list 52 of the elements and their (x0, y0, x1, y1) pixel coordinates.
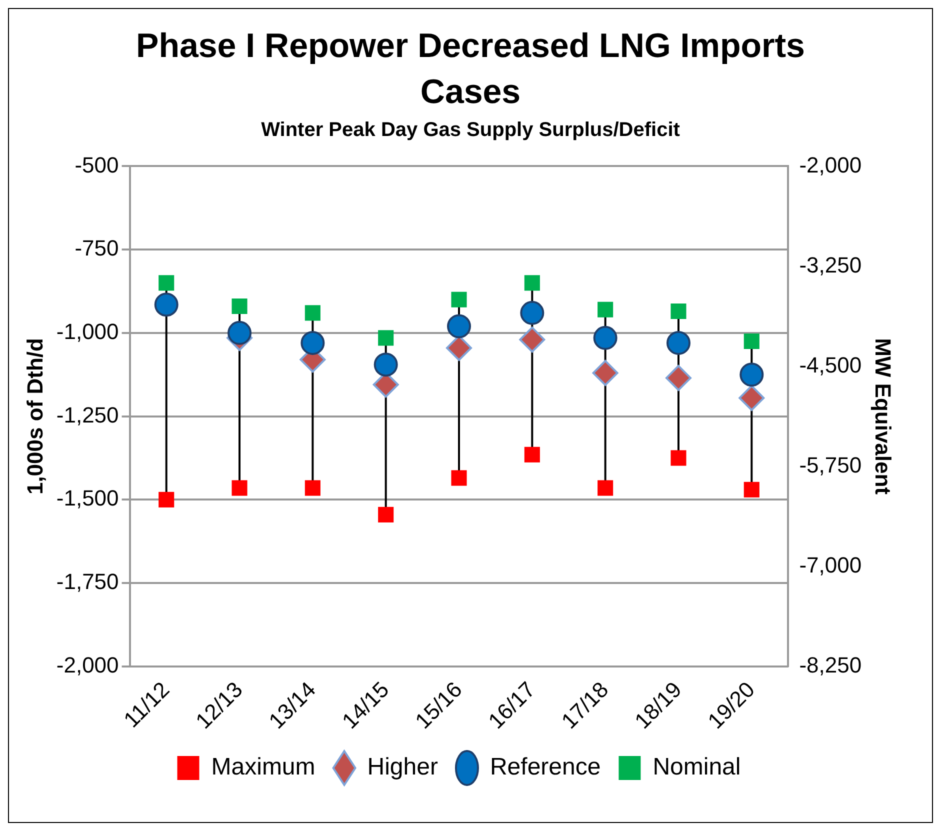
point (744, 333, 760, 350)
y-tick-label: -1,750 (56, 569, 119, 594)
point (228, 320, 252, 345)
chart-title: Phase I Repower Decreased LNG Imports Cases (135, 26, 806, 113)
point (300, 330, 325, 355)
legend-label: Maximum (211, 754, 316, 781)
point (744, 482, 760, 498)
y2-axis-title: MW Equivalent (870, 338, 896, 496)
point (304, 305, 320, 321)
y2-tick-label: -3,250 (799, 252, 862, 278)
point (598, 302, 614, 318)
point (524, 446, 540, 462)
point (447, 314, 471, 338)
point (378, 330, 394, 346)
chart-subtitle: Winter Peak Day Gas Supply Surplus/Deficit (260, 119, 681, 142)
y-tick-label: -1,250 (56, 402, 119, 428)
point (665, 364, 692, 391)
y-axis-title: 1,000s of Dth/d (22, 338, 48, 495)
point (520, 300, 544, 325)
legend-label: Reference (490, 754, 601, 781)
point (154, 292, 178, 317)
point (670, 303, 686, 320)
legend-label: Higher (367, 754, 438, 781)
point (304, 480, 320, 496)
y2-tick-label: -4,500 (799, 352, 862, 378)
y-tick-label: -2,000 (56, 652, 119, 678)
y2-tick-label: -5,750 (799, 452, 862, 478)
y2-tick-label: -8,250 (799, 652, 862, 678)
point (374, 352, 398, 377)
y2-tick-label: -2,000 (799, 152, 862, 178)
point (378, 506, 394, 522)
point (738, 384, 765, 411)
point (451, 292, 467, 308)
point (593, 326, 618, 350)
point (666, 330, 690, 355)
point (598, 480, 614, 496)
point (670, 450, 686, 466)
point (232, 298, 248, 314)
y-tick-label: -1,000 (56, 318, 119, 344)
point (451, 470, 467, 486)
point (158, 275, 174, 291)
y-tick-label: -500 (74, 152, 119, 178)
point (519, 326, 546, 353)
y-tick-label: -1,500 (56, 486, 119, 511)
y-tick-label: -750 (74, 236, 119, 261)
y2-tick-label: -7,000 (799, 552, 862, 578)
point (232, 480, 248, 496)
point (592, 360, 618, 386)
legend-label: Nominal (652, 754, 741, 781)
point (740, 362, 764, 387)
point (524, 275, 540, 291)
point (158, 492, 174, 508)
